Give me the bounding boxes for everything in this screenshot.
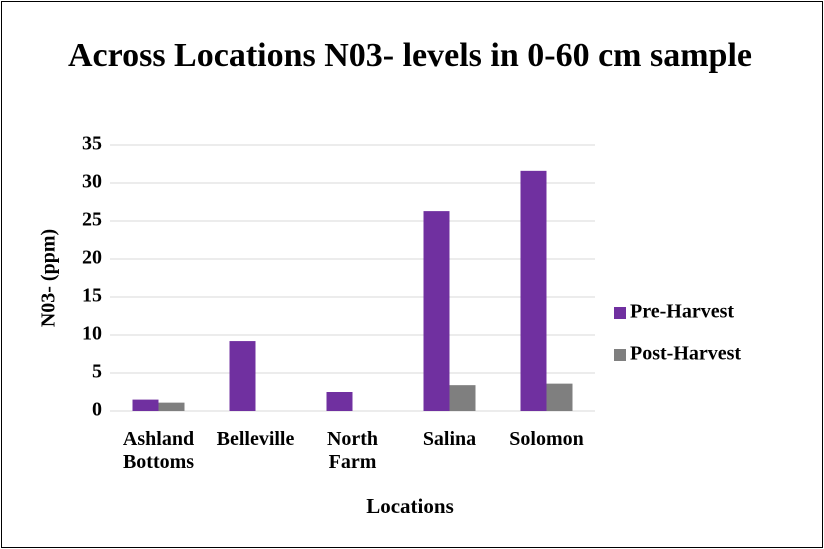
y-tick-label: 35	[82, 133, 102, 155]
bar	[423, 211, 450, 411]
y-tick-label: 15	[82, 285, 102, 307]
bar	[520, 170, 547, 411]
y-tick-label: 5	[92, 361, 102, 383]
legend-label: Post-Harvest	[630, 343, 741, 365]
chart-title: Across Locations N03- levels in 0-60 cm …	[67, 37, 753, 74]
bar	[158, 402, 185, 411]
bar	[229, 341, 256, 411]
bar	[132, 399, 159, 411]
y-tick-label: 25	[82, 209, 102, 231]
legend-swatch	[614, 307, 626, 319]
bar	[546, 383, 573, 411]
x-tick-label: Belleville	[216, 428, 295, 450]
x-tick-label: North Farm	[326, 428, 379, 473]
x-axis-title: Locations	[366, 494, 454, 518]
y-tick-label: 0	[92, 399, 102, 421]
x-tick-label: Salina	[422, 428, 477, 450]
y-tick-label: 20	[82, 247, 102, 269]
bar	[326, 392, 353, 411]
legend-label: Pre-Harvest	[630, 301, 734, 323]
legend-swatch	[614, 349, 626, 361]
y-tick-label: 30	[82, 171, 102, 193]
x-tick-label: Solomon	[509, 428, 584, 450]
bar	[449, 385, 476, 411]
y-tick-label: 10	[82, 323, 102, 345]
x-tick-label: Ashland Bottoms	[122, 428, 195, 473]
y-axis-title: N03- (ppm)	[38, 229, 60, 327]
